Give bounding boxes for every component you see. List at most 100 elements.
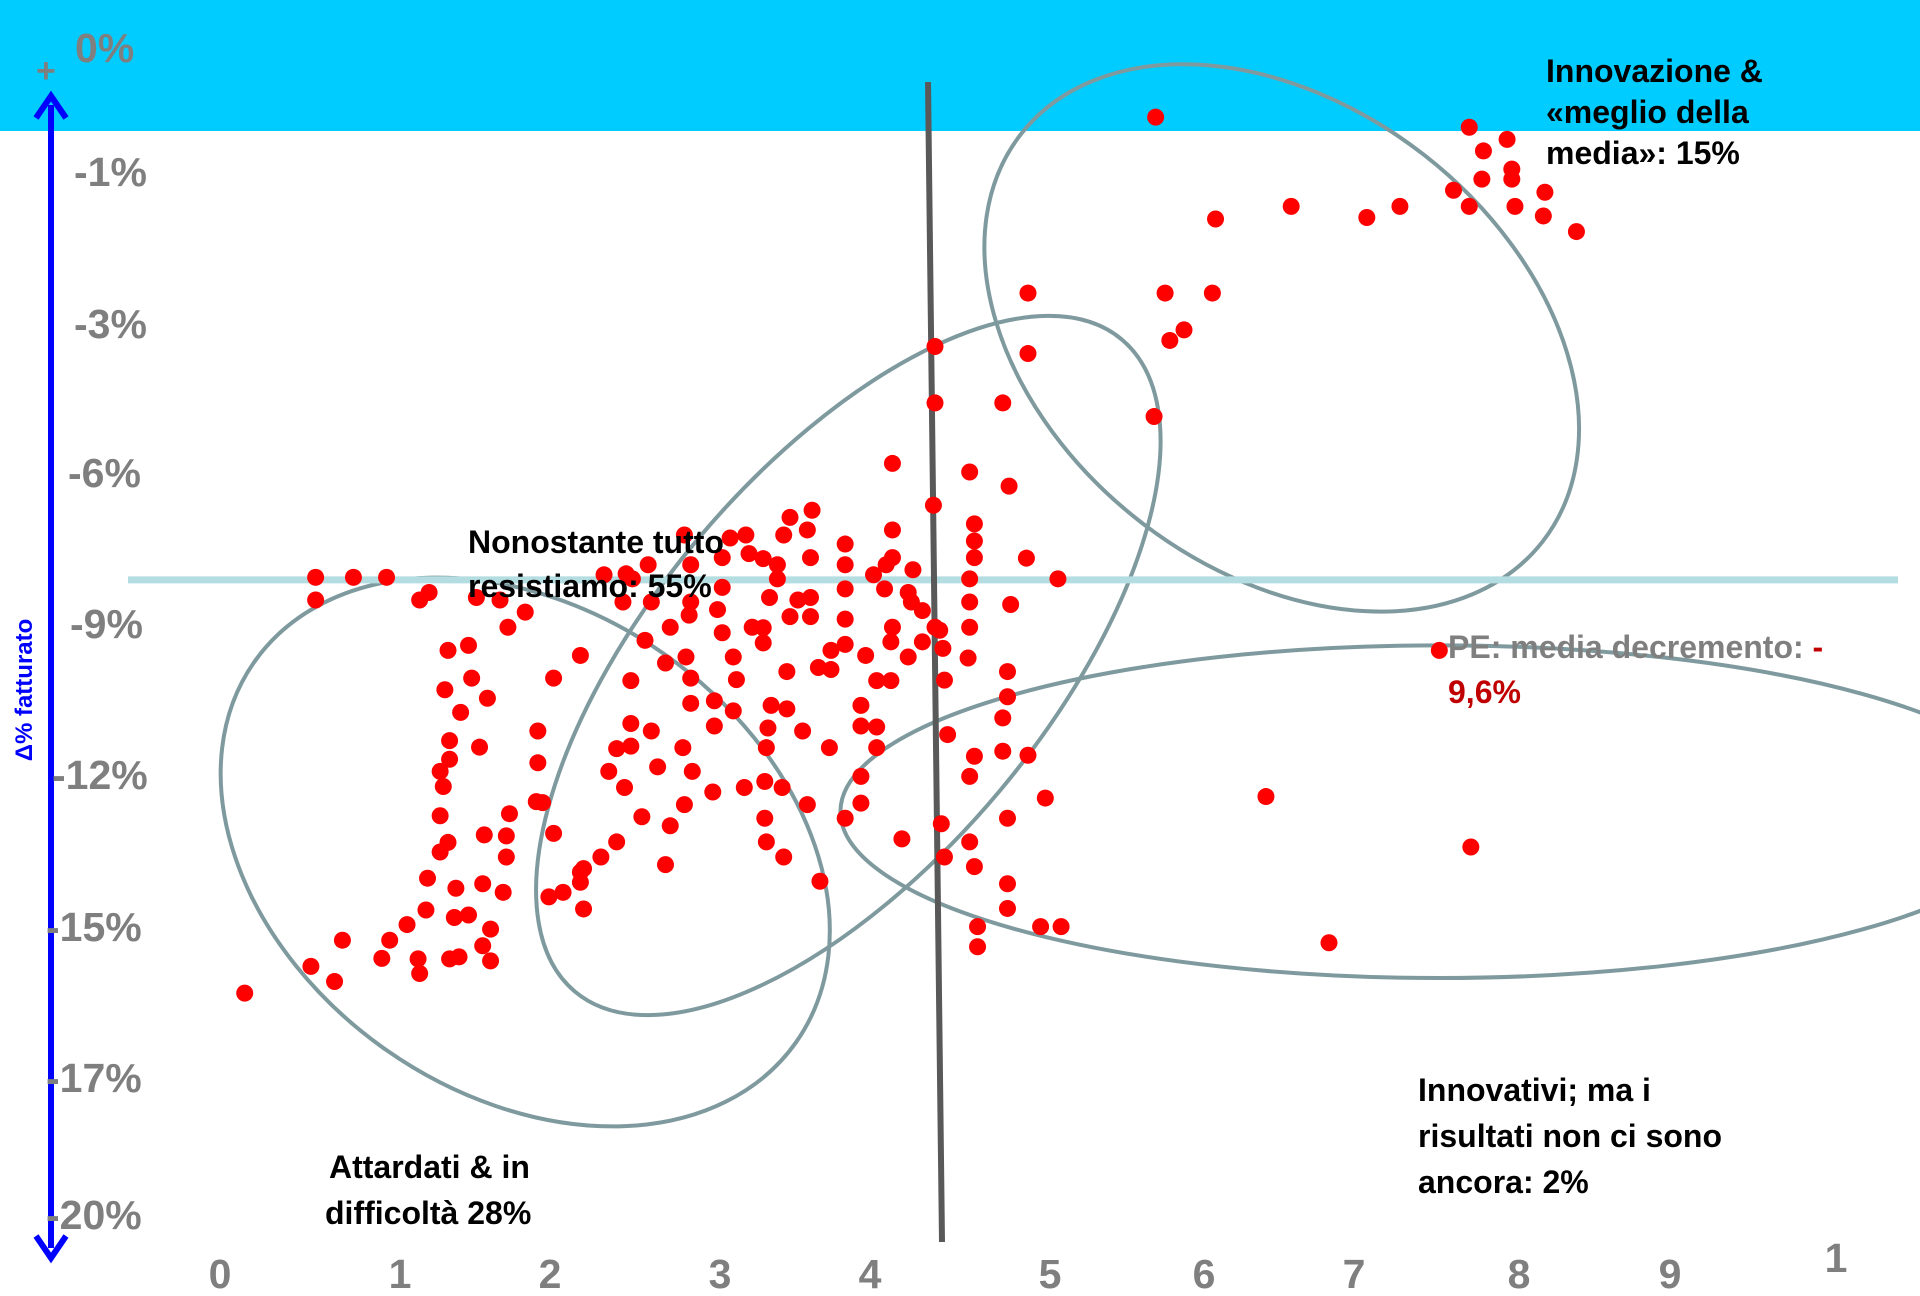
data-point: [961, 618, 979, 636]
data-point: [965, 549, 983, 567]
data-point: [333, 931, 351, 949]
data-point: [883, 521, 901, 539]
data-point: [409, 950, 427, 968]
data-point: [1534, 207, 1552, 225]
data-point: [1536, 183, 1554, 201]
data-point: [545, 824, 563, 842]
data-point: [781, 508, 799, 526]
data-point: [961, 570, 979, 588]
data-point: [431, 843, 449, 861]
data-point: [554, 883, 572, 901]
data-point: [450, 948, 468, 966]
data-point: [721, 529, 739, 547]
data-point: [452, 703, 470, 721]
data-point: [913, 633, 931, 651]
data-point: [447, 879, 465, 897]
data-point: [1498, 130, 1516, 148]
data-point: [757, 833, 775, 851]
x-tick-label: 4: [859, 1251, 882, 1296]
data-point: [657, 856, 675, 874]
data-point: [926, 337, 944, 355]
data-point: [661, 817, 679, 835]
data-point: [713, 624, 731, 642]
data-point: [622, 672, 640, 690]
data-point: [1282, 197, 1300, 215]
data-point: [478, 689, 496, 707]
annotation-top-right-line1: Innovazione &: [1546, 53, 1763, 89]
data-point: [595, 566, 613, 584]
x-tick-label: 2: [539, 1251, 562, 1296]
data-point: [1017, 549, 1035, 567]
data-point: [1019, 746, 1037, 764]
y-tick-label: -1%: [74, 149, 147, 195]
data-point: [463, 669, 481, 687]
data-point: [527, 793, 545, 811]
vertical-reference-line: [925, 81, 945, 1243]
data-point: [893, 830, 911, 848]
data-point: [965, 532, 983, 550]
x-tick-label: 5: [1039, 1251, 1062, 1296]
data-point: [969, 938, 987, 956]
top-banner: [0, 0, 1920, 131]
data-point: [474, 875, 492, 893]
data-point: [471, 738, 489, 756]
data-point: [467, 588, 485, 606]
data-point: [998, 809, 1016, 827]
data-point: [516, 603, 534, 621]
data-point: [616, 778, 634, 796]
x-tick-label: 9: [1659, 1251, 1682, 1296]
data-point: [768, 556, 786, 574]
data-point: [998, 688, 1016, 706]
annotation-bottom-right-line3: ancora: 2%: [1418, 1164, 1589, 1200]
data-point: [1503, 170, 1521, 188]
data-point: [494, 883, 512, 901]
data-point: [926, 618, 944, 636]
data-point: [740, 545, 758, 563]
data-point: [529, 722, 547, 740]
data-point: [773, 778, 791, 796]
data-point: [965, 858, 983, 876]
data-point: [836, 556, 854, 574]
data-point: [434, 777, 452, 795]
data-point: [1147, 108, 1165, 126]
data-point: [460, 636, 478, 654]
data-point: [852, 794, 870, 812]
data-point: [497, 848, 515, 866]
data-point: [682, 669, 700, 687]
data-point: [1049, 570, 1067, 588]
data-point: [474, 937, 492, 955]
data-point: [883, 454, 901, 472]
data-point: [575, 860, 593, 878]
data-point: [757, 739, 775, 757]
data-point: [899, 583, 917, 601]
y-tick-label: -3%: [74, 301, 147, 347]
data-point: [411, 964, 429, 982]
data-points: [236, 108, 1585, 1002]
data-point: [482, 920, 500, 938]
y-axis-title: Δ% fatturato: [11, 619, 38, 762]
data-point: [965, 515, 983, 533]
data-point: [674, 739, 692, 757]
data-point: [622, 714, 640, 732]
data-point: [482, 952, 500, 970]
data-point: [1358, 208, 1376, 226]
x-tick-label: 6: [1193, 1251, 1216, 1296]
data-point: [1474, 142, 1492, 160]
mean-value: 9,6%: [1448, 674, 1521, 710]
data-point: [836, 610, 854, 628]
data-point: [868, 718, 886, 736]
data-point: [642, 722, 660, 740]
data-point: [704, 783, 722, 801]
data-point: [820, 739, 838, 757]
data-point: [998, 899, 1016, 917]
data-point: [737, 526, 755, 544]
data-point: [491, 591, 509, 609]
data-point: [622, 737, 640, 755]
data-point: [1145, 408, 1163, 426]
data-point: [727, 671, 745, 689]
data-point: [1207, 210, 1225, 228]
data-point: [994, 742, 1012, 760]
data-point: [1175, 321, 1193, 339]
